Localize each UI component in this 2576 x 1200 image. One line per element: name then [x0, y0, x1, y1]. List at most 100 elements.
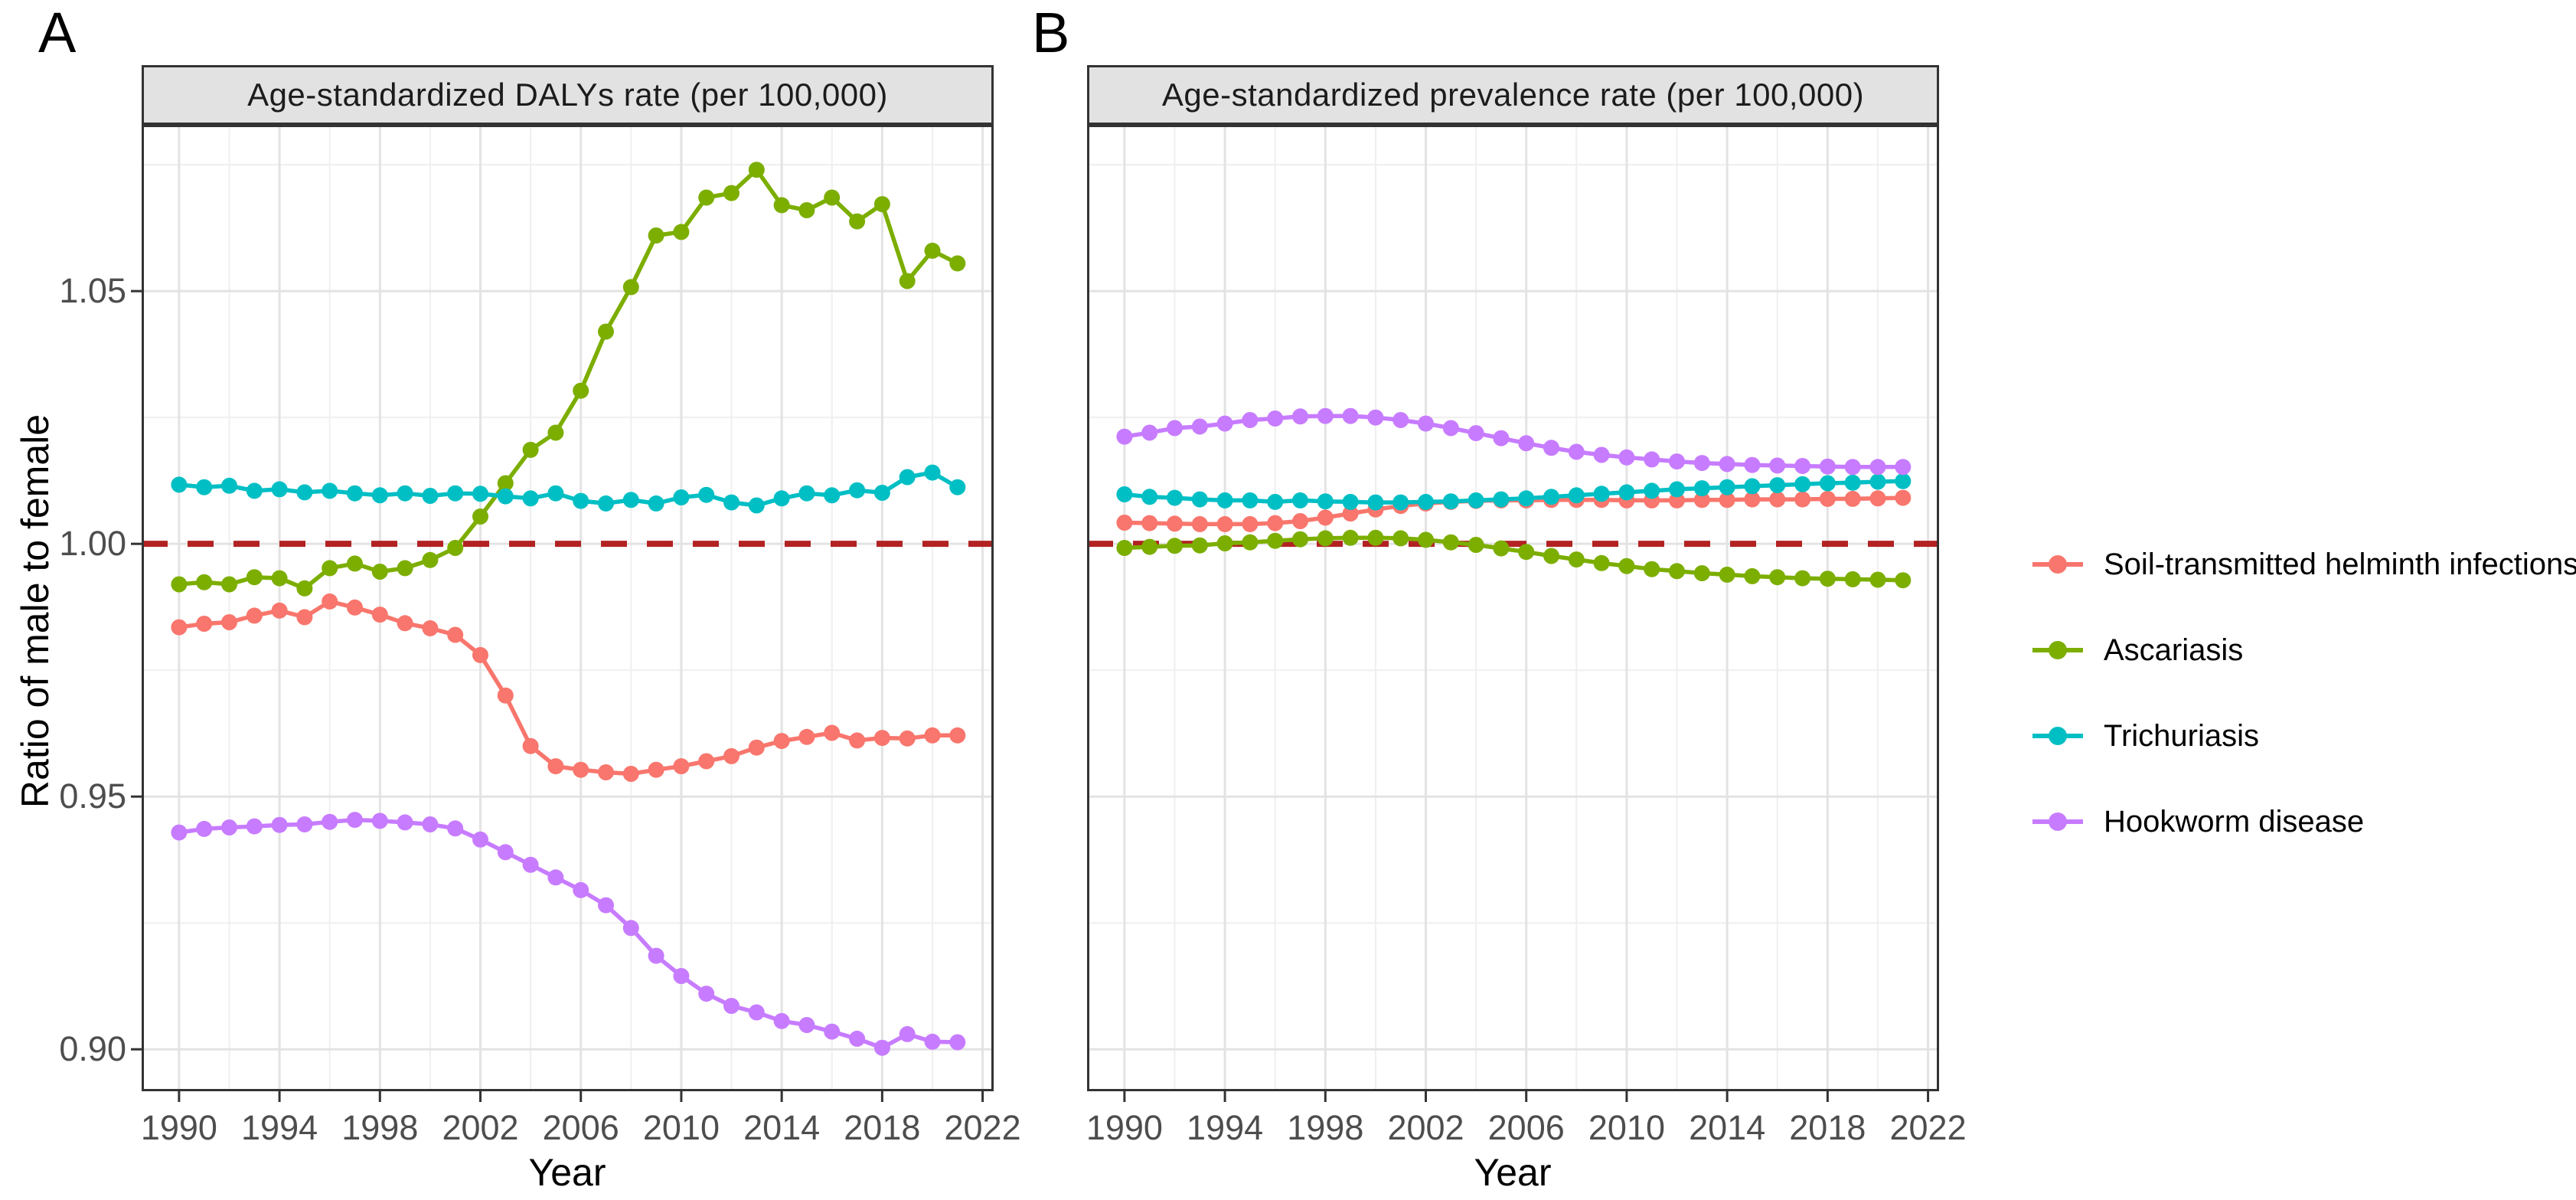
x-axis-tick-label: 2014: [1689, 1108, 1766, 1147]
data-point: [1644, 451, 1660, 468]
data-point: [949, 479, 966, 495]
data-point: [798, 1017, 815, 1033]
data-point: [849, 482, 866, 499]
data-point: [1693, 565, 1710, 581]
legend-item-label: Ascariasis: [2104, 633, 2244, 667]
data-point: [1719, 479, 1735, 495]
x-axis-tick-label: 1998: [1287, 1108, 1364, 1147]
data-point: [347, 485, 363, 502]
data-point: [497, 475, 514, 492]
data-point: [522, 441, 539, 458]
x-axis-tick-label: 2010: [642, 1108, 720, 1147]
data-point: [849, 213, 866, 230]
data-point: [1744, 456, 1761, 473]
data-point: [1493, 430, 1510, 446]
data-point: [873, 730, 890, 747]
x-axis-tick-label: 2014: [743, 1108, 821, 1147]
data-point: [1342, 407, 1359, 424]
data-point: [622, 279, 639, 296]
data-point: [824, 189, 841, 206]
data-point: [371, 564, 388, 580]
data-point: [1468, 492, 1484, 508]
data-point: [296, 580, 313, 597]
data-point: [723, 747, 739, 764]
data-point: [1317, 509, 1334, 526]
data-point: [899, 273, 916, 289]
data-point: [1141, 515, 1158, 531]
data-point: [1693, 492, 1710, 508]
data-point: [1468, 537, 1484, 553]
data-point: [1468, 425, 1484, 442]
data-point: [1895, 489, 1912, 506]
data-point: [397, 814, 413, 831]
legend-item-label: Hookworm disease: [2104, 804, 2365, 839]
legend-key-icon: [2032, 813, 2083, 831]
data-point: [1116, 486, 1133, 502]
data-point: [1392, 494, 1409, 511]
data-point: [1216, 415, 1233, 432]
data-point: [221, 819, 237, 835]
legend-key-icon: [2032, 555, 2083, 574]
data-point: [1317, 530, 1334, 547]
data-point: [723, 185, 739, 201]
data-point: [447, 485, 464, 502]
data-point: [673, 224, 690, 240]
data-point: [1116, 540, 1133, 556]
data-point: [899, 730, 916, 747]
x-axis-tick-label: 1990: [140, 1108, 217, 1147]
data-point: [1819, 490, 1836, 507]
data-point: [1167, 515, 1183, 532]
data-point: [824, 1023, 841, 1040]
data-point: [472, 831, 488, 848]
data-point: [1191, 418, 1208, 435]
data-point: [1869, 490, 1886, 507]
data-point: [873, 196, 890, 213]
y-axis-tick-label: 1.00: [59, 524, 126, 564]
data-point: [1543, 489, 1559, 505]
data-point: [1819, 475, 1836, 492]
data-point: [1693, 480, 1710, 497]
data-point: [598, 323, 614, 340]
y-axis-tick-label: 1.05: [59, 271, 126, 311]
legend-key-icon: [2032, 641, 2083, 659]
data-point: [1844, 474, 1861, 491]
data-point: [422, 620, 439, 636]
y-axis-tick-label: 0.95: [59, 777, 126, 816]
data-point: [1167, 489, 1183, 506]
data-point: [1769, 491, 1786, 508]
legend-item: Soil-transmitted helminth infections: [2030, 547, 2576, 582]
data-point: [648, 947, 664, 964]
legend-item: Trichuriasis: [2030, 718, 2259, 754]
data-point: [1644, 561, 1660, 577]
data-point: [949, 1034, 966, 1051]
data-point: [1191, 537, 1208, 554]
panel-a-letter: A: [38, 1, 77, 64]
data-point: [1317, 493, 1334, 510]
data-point: [723, 998, 739, 1014]
legend-item-label: Trichuriasis: [2104, 718, 2259, 753]
data-point: [1693, 455, 1710, 472]
data-point: [573, 881, 589, 898]
x-axis-title-panel-b: Year: [1474, 1151, 1552, 1194]
data-point: [1242, 534, 1259, 551]
data-point: [748, 739, 765, 756]
data-point: [899, 469, 916, 486]
x-axis-tick-label: 2018: [844, 1108, 921, 1147]
data-point: [347, 599, 363, 616]
data-point: [1794, 458, 1811, 474]
data-point: [221, 477, 237, 494]
data-point: [1267, 515, 1284, 531]
x-axis-tick-label: 1994: [1187, 1108, 1264, 1147]
data-point: [723, 494, 739, 511]
data-point: [924, 1033, 941, 1050]
data-point: [371, 487, 388, 504]
x-axis-tick-label: 2018: [1789, 1108, 1866, 1147]
data-point: [1618, 557, 1635, 574]
legend-item-label: Soil-transmitted helminth infections: [2104, 547, 2576, 581]
data-point: [1141, 424, 1158, 441]
data-point: [271, 570, 288, 587]
data-point: [522, 856, 539, 873]
data-point: [1418, 415, 1434, 432]
data-point: [924, 464, 941, 481]
